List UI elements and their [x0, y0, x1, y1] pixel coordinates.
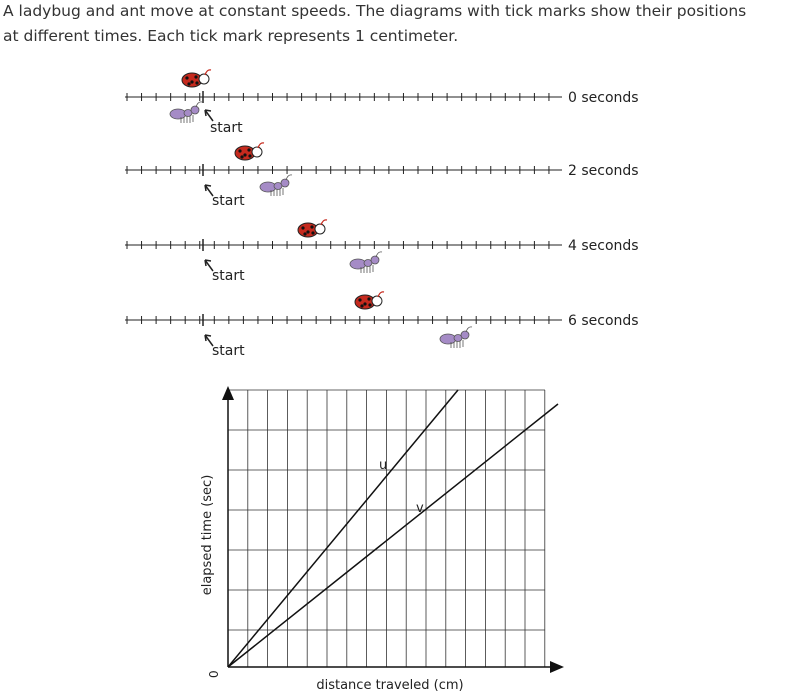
- line-u: [227, 389, 459, 668]
- ladybug-antenna: [320, 219, 328, 226]
- ladybug: [354, 291, 385, 310]
- ant: [439, 326, 473, 348]
- ant-legs: [180, 115, 194, 123]
- ladybug-antenna: [377, 291, 385, 298]
- ladybug-spot: [243, 153, 247, 157]
- ant: [259, 174, 293, 196]
- ladybug-spot: [311, 231, 315, 235]
- ladybug-head: [314, 223, 326, 235]
- problem-text: A ladybug and ant move at constant speed…: [3, 2, 747, 20]
- ladybug-head: [198, 73, 210, 85]
- x-arrow: [550, 661, 564, 673]
- ladybug-spot: [185, 76, 189, 80]
- start-arrow: [204, 184, 214, 197]
- ladybug-spot: [248, 154, 252, 158]
- ant-legs: [270, 188, 284, 196]
- ladybug: [297, 219, 328, 238]
- y-arrow: [222, 386, 234, 400]
- start-arrow: [204, 334, 214, 347]
- ladybug-spot: [240, 155, 244, 159]
- start-arrow: [204, 109, 214, 122]
- time-label: 6 seconds: [568, 313, 639, 329]
- ladybug-spot: [306, 230, 310, 234]
- ladybug-spot: [368, 303, 372, 307]
- ant-head: [370, 255, 380, 265]
- ladybug-spot: [195, 81, 199, 85]
- ladybug: [181, 69, 212, 88]
- ant-antenna: [465, 326, 473, 333]
- line-label: u: [379, 458, 387, 473]
- problem-text: at different times. Each tick mark repre…: [3, 27, 459, 45]
- start-label: start: [212, 268, 245, 284]
- ladybug-spot: [310, 225, 314, 229]
- ladybug-head: [251, 146, 263, 158]
- start-label: start: [212, 343, 245, 359]
- start-label: start: [212, 193, 245, 209]
- ant: [349, 251, 383, 273]
- ant-antenna: [375, 251, 383, 258]
- start-arrow: [204, 259, 214, 272]
- time-label: 2 seconds: [568, 163, 639, 179]
- ant-head: [280, 178, 290, 188]
- ant-antenna: [195, 101, 203, 108]
- ladybug-spot: [303, 232, 307, 236]
- ladybug-spot: [360, 304, 364, 308]
- time-label: 4 seconds: [568, 238, 639, 254]
- x-axis-label: distance traveled (cm): [316, 678, 463, 693]
- ant: [169, 101, 203, 123]
- y-axis-label: elapsed time (sec): [200, 475, 215, 596]
- ant-head: [460, 330, 470, 340]
- ladybug-antenna: [257, 142, 265, 149]
- ladybug-spot: [238, 149, 242, 153]
- line-label: v: [416, 501, 424, 516]
- origin-label: 0: [207, 670, 221, 678]
- ant-head: [190, 105, 200, 115]
- ladybug-spot: [363, 302, 367, 306]
- ladybug-spot: [190, 80, 194, 84]
- ant-antenna: [285, 174, 293, 181]
- line-v: [227, 403, 559, 668]
- ant-legs: [450, 340, 464, 348]
- ladybug-spot: [194, 75, 198, 79]
- ant-legs: [360, 265, 374, 273]
- ladybug: [234, 142, 265, 161]
- ladybug-antenna: [204, 69, 212, 76]
- start-label: start: [210, 120, 243, 136]
- ladybug-spot: [247, 148, 251, 152]
- ladybug-head: [371, 295, 383, 307]
- ladybug-spot: [187, 82, 191, 86]
- time-label: 0 seconds: [568, 90, 639, 106]
- ladybug-spot: [358, 298, 362, 302]
- ladybug-spot: [301, 226, 305, 230]
- ladybug-spot: [367, 297, 371, 301]
